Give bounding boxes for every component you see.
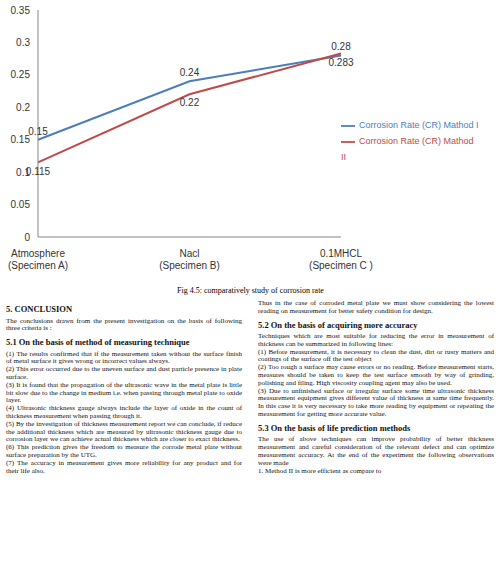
svg-text:0.1: 0.1 xyxy=(16,166,30,178)
html-text:(1) The results confirmed that: (1) The results confirmed that if the me… xyxy=(6,349,242,366)
html-text:The use of above techniques ca: The use of above techniques can improve … xyxy=(258,435,494,467)
html-text:(2) Too rough a surface may ca: (2) Too rough a surface may cause errors… xyxy=(258,363,494,387)
html-text:The conclusions drawn from the: The conclusions drawn from the present i… xyxy=(6,316,242,333)
svg-text:0.24: 0.24 xyxy=(180,67,200,78)
svg-text:Nacl(Specimen B): Nacl(Specimen B) xyxy=(159,248,220,271)
svg-text:0.115: 0.115 xyxy=(26,166,51,177)
svg-text:0.1MHCL(Specimen C ): 0.1MHCL(Specimen C ) xyxy=(309,248,373,271)
svg-text:0.15: 0.15 xyxy=(10,134,30,146)
svg-text:0.15: 0.15 xyxy=(28,126,48,137)
svg-text:0.2: 0.2 xyxy=(16,102,30,113)
html-text:(4) Ultrasonic thickness gauge: (4) Ultrasonic thickness gauge always in… xyxy=(6,404,242,420)
svg-text:0.3: 0.3 xyxy=(16,37,30,48)
svg-text:0.25: 0.25 xyxy=(11,69,31,80)
html-text:(5) By the investigation of th: (5) By the investigation of thickness me… xyxy=(6,419,242,444)
html-text:(6) This prediction gives the: (6) This prediction gives the freedom to… xyxy=(6,443,242,459)
html-text:(2) This error occurred due to: (2) This error occurred due to the uneve… xyxy=(6,365,242,381)
svg-text:0.35: 0.35 xyxy=(11,5,31,16)
html-text:(1) Before measurement, it is: (1) Before measurement, it is necessary … xyxy=(258,347,494,364)
html-text:5.1 On the basis of method of: 5.1 On the basis of method of measuring … xyxy=(6,337,190,348)
html-text:5. CONCLUSION: 5. CONCLUSION xyxy=(6,304,73,314)
svg-text:0.05: 0.05 xyxy=(11,199,31,210)
html-text:Thus in the case of corroded m: Thus in the case of corroded metal plate… xyxy=(258,299,494,315)
html-text:Techniques which are most suit: Techniques which are most suitable for r… xyxy=(258,332,494,348)
svg-text:Atmosphere(Specimen A): Atmosphere(Specimen A) xyxy=(8,248,68,271)
html-text:Fig 4.5: comparatively study o: Fig 4.5: comparatively study of corrosio… xyxy=(177,286,324,295)
svg-text:0.28: 0.28 xyxy=(331,41,351,52)
html-text:5.3 On the basis of life predi: 5.3 On the basis of life prediction meth… xyxy=(258,422,411,433)
svg-text:0.283: 0.283 xyxy=(328,57,353,68)
html-text:1. Method II is more efficient: 1. Method II is more efficient as compar… xyxy=(258,466,382,475)
html-text:5.2 On the basis of acquiring: 5.2 On the basis of acquiring more accur… xyxy=(258,319,418,330)
html-text:(3) It is found that the propa: (3) It is found that the propagation of … xyxy=(6,380,242,405)
svg-text:0.22: 0.22 xyxy=(180,97,200,108)
svg-text:0: 0 xyxy=(24,232,30,243)
html-text:Corrosion Rate (CR) Mathod II: Corrosion Rate (CR) Mathod II xyxy=(341,136,474,162)
html-text:Corrosion Rate (CR) Mathod I: Corrosion Rate (CR) Mathod I xyxy=(359,120,479,130)
html-text:(3) Due to unfinished surface: (3) Due to unfinished surface or irregul… xyxy=(258,386,494,419)
html-text:(7) The accuracy in measuremen: (7) The accuracy in measurement gives mo… xyxy=(6,458,242,475)
